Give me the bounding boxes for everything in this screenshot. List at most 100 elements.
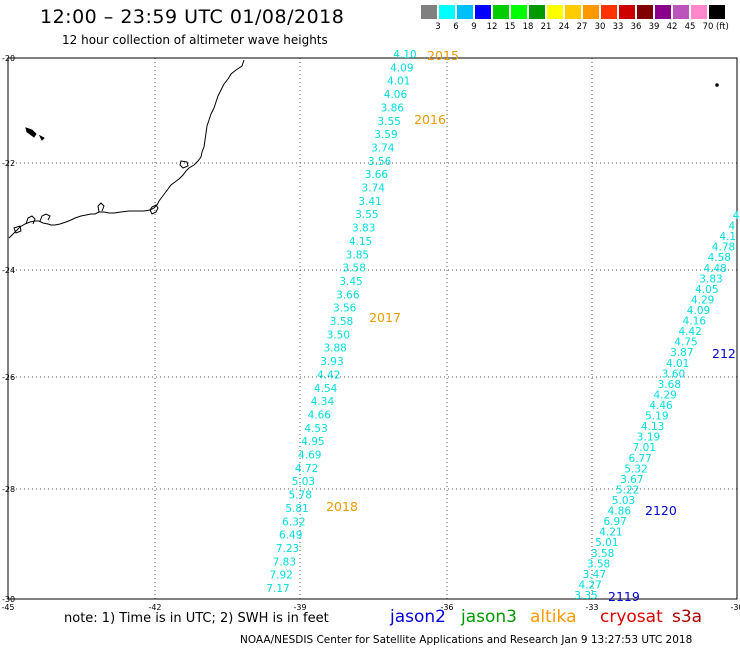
jason2-wave-height-label: 4.05 <box>695 284 718 296</box>
altika-wave-height-label: 5.03 <box>292 476 315 488</box>
axis-ticks: -20-22-24-26-28-30-45-42-39-36-33-30 <box>1 54 740 612</box>
altika-wave-height-label: 4.06 <box>384 89 408 101</box>
altika-wave-height-label: 3.86 <box>381 102 405 114</box>
jason2-wave-height-label: 4.29 <box>691 294 714 306</box>
altika-wave-height-label: 3.56 <box>368 156 392 168</box>
altika-wave-height-label: 5.81 <box>285 503 308 515</box>
altika-wave-height-label: 3.74 <box>362 183 386 195</box>
jason2-wave-height-label: 4.42 <box>678 326 701 338</box>
colorbar-unit: (ft) <box>716 22 729 32</box>
altika-wave-height-label: 4.09 <box>390 62 413 74</box>
jason2-time-label: 212 <box>712 346 736 361</box>
altika-wave-height-label: 7.17 <box>266 583 289 595</box>
jason2-wave-height-label: 4 <box>733 210 740 222</box>
longitude-tick-label: -36 <box>440 603 453 612</box>
jason2-wave-height-label: 5.19 <box>645 411 668 423</box>
altika-wave-height-label: 3.56 <box>333 303 357 315</box>
altika-time-label: 2018 <box>326 499 358 514</box>
altika-time-label: 2016 <box>414 112 446 127</box>
colorbar-swatch <box>439 5 455 19</box>
latitude-tick-label: -30 <box>2 595 15 604</box>
altika-wave-height-label: 4.69 <box>298 450 321 462</box>
altika-wave-height-label: 3.58 <box>343 263 366 275</box>
altika-wave-height-label: 6.32 <box>282 516 305 528</box>
altika-wave-height-label: 5.78 <box>289 490 312 502</box>
colorbar-swatch <box>673 5 689 19</box>
colorbar-swatch <box>529 5 545 19</box>
island-dot <box>715 83 719 87</box>
credit-line: NOAA/NESDIS Center for Satellite Applica… <box>240 634 693 646</box>
island <box>179 160 189 169</box>
jason2-wave-height-label: 7.01 <box>633 442 656 454</box>
altika-wave-height-label: 4.01 <box>387 76 410 88</box>
jason2-wave-height-label: 3.68 <box>658 379 681 391</box>
altika-wave-height-label: 7.23 <box>276 543 299 555</box>
latitude-tick-label: -28 <box>2 485 15 494</box>
jason2-wave-height-label: 3.87 <box>670 347 693 359</box>
satellite-legend-s3a: s3a <box>672 607 703 627</box>
colorbar-swatch <box>583 5 599 19</box>
island <box>13 225 22 234</box>
altika-wave-height-label: 3.50 <box>327 329 350 341</box>
colorbar-label: 33 <box>612 22 624 32</box>
jason2-wave-height-label: 3.19 <box>637 432 660 444</box>
altika-wave-height-label: 3.41 <box>358 196 381 208</box>
jason2-wave-height-label: 4.86 <box>608 506 632 518</box>
footnote: note: 1) Time is in UTC; 2) SWH is in fe… <box>64 611 329 626</box>
jason2-wave-height-label: 4.1 <box>719 231 736 243</box>
longitude-tick-label: -42 <box>148 603 161 612</box>
jason2-wave-height-label: 4.09 <box>687 305 710 317</box>
colorbar-swatch <box>637 5 653 19</box>
colorbar-label: 21 <box>540 22 552 32</box>
colorbar-label: 18 <box>522 22 534 32</box>
colorbar-label: 36 <box>630 22 642 32</box>
altika-wave-height-label: 7.83 <box>273 556 296 568</box>
altika-time-label: 2015 <box>427 48 459 63</box>
satellite-legend-altika: altika <box>530 607 577 627</box>
altika-wave-height-label: 3.74 <box>371 142 395 154</box>
colorbar-label: 15 <box>504 22 516 32</box>
colorbar-swatch <box>511 5 527 19</box>
longitude-tick-label: -33 <box>585 603 598 612</box>
colorbar-label: 6 <box>453 22 459 32</box>
coastline <box>8 59 245 239</box>
longitude-tick-label: -39 <box>293 603 306 612</box>
colorbar-label: 45 <box>684 22 696 32</box>
colorbar-swatch <box>691 5 707 19</box>
jason2-wave-height-label: 4.48 <box>703 263 726 275</box>
altika-wave-height-label: 3.88 <box>323 343 346 355</box>
latitude-tick-label: -20 <box>2 54 15 63</box>
jason2-wave-height-label: 4.58 <box>708 252 731 264</box>
jason2-wave-height-label: 4.78 <box>712 242 735 254</box>
altika-wave-height-label: 3.58 <box>330 316 353 328</box>
colorbar-swatch <box>601 5 617 19</box>
colorbar-swatch <box>619 5 635 19</box>
island <box>25 127 45 141</box>
longitude-tick-label: -30 <box>730 603 740 612</box>
altimeter-tracks: 4.104.094.014.063.863.553.593.743.563.66… <box>266 48 739 604</box>
jason2-wave-height-label: 4 <box>728 221 735 233</box>
altika-wave-height-label: 4.95 <box>301 436 324 448</box>
jason2-wave-height-label: 3.47 <box>583 569 606 581</box>
jason2-wave-height-label: 5.01 <box>595 537 618 549</box>
colorbar-label: 39 <box>648 22 660 32</box>
altika-wave-height-label: 3.55 <box>355 209 378 221</box>
jason2-time-label: 2119 <box>608 589 640 604</box>
altika-wave-height-label: 6.49 <box>279 530 302 542</box>
colorbar-label: 42 <box>666 22 678 32</box>
map-subtitle: 12 hour collection of altimeter wave hei… <box>62 33 328 47</box>
altika-wave-height-label: 3.83 <box>352 223 375 235</box>
colorbar-swatch <box>421 5 437 19</box>
colorbar-swatch <box>709 5 725 19</box>
jason2-wave-height-label: 5.32 <box>624 463 647 475</box>
altika-wave-height-label: 3.66 <box>365 169 389 181</box>
altika-wave-height-label: 3.85 <box>346 249 369 261</box>
latitude-tick-label: -22 <box>2 159 15 168</box>
altika-wave-height-label: 7.92 <box>269 570 292 582</box>
colorbar-label: 27 <box>576 22 588 32</box>
colorbar-swatch <box>547 5 563 19</box>
longitude-tick-label: -45 <box>1 603 14 612</box>
altika-wave-height-label: 4.10 <box>393 49 416 61</box>
jason2-wave-height-label: 4.27 <box>578 579 601 591</box>
